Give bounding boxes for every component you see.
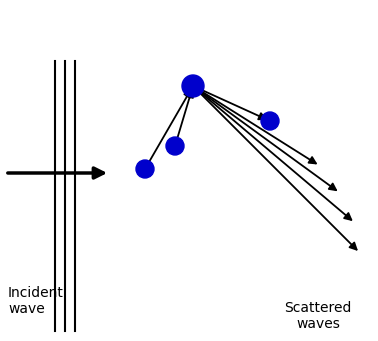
Circle shape: [182, 75, 204, 97]
Circle shape: [166, 137, 184, 155]
Text: Scattered
waves: Scattered waves: [284, 301, 352, 331]
Circle shape: [136, 160, 154, 178]
Circle shape: [261, 112, 279, 130]
Text: Incident
wave: Incident wave: [8, 286, 64, 316]
